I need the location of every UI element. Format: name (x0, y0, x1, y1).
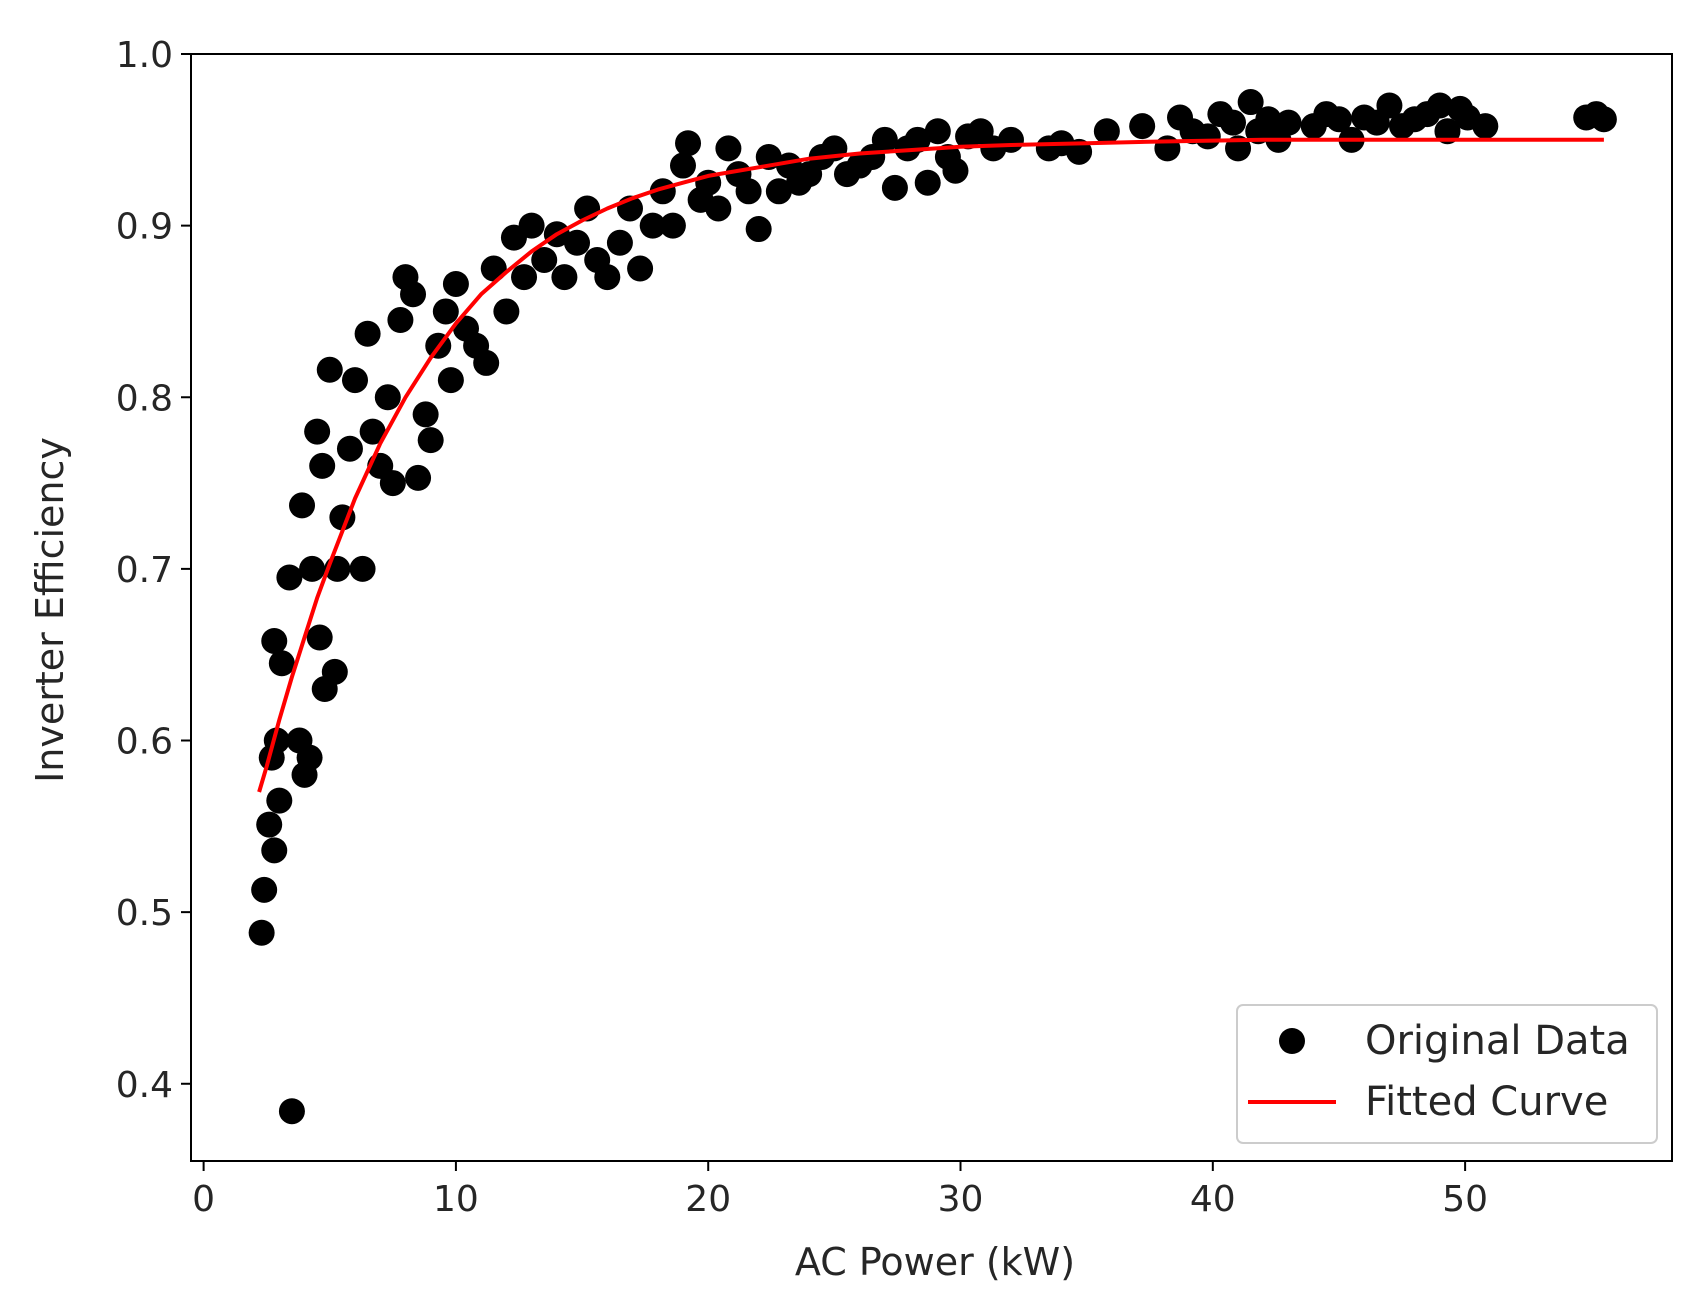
data-point (304, 418, 331, 445)
data-point (316, 356, 343, 383)
data-point (266, 787, 293, 814)
data-point (594, 264, 621, 291)
data-point (1194, 123, 1221, 150)
data-point (511, 264, 538, 291)
legend-label-original-data: Original Data (1365, 1018, 1630, 1064)
data-point (564, 229, 591, 256)
x-tick-label: 20 (685, 1179, 731, 1220)
data-point (997, 126, 1024, 153)
data-point (309, 452, 336, 479)
data-point (261, 627, 288, 654)
legend-box (1236, 1004, 1658, 1144)
x-tick-label: 0 (192, 1179, 215, 1220)
y-tick-label: 1.0 (116, 35, 173, 76)
data-point (336, 435, 363, 462)
data-point (379, 470, 406, 497)
data-point (659, 212, 686, 239)
data-point (1275, 109, 1302, 136)
data-point (296, 744, 323, 771)
data-point (256, 811, 283, 838)
data-point (531, 246, 558, 273)
data-point (251, 876, 278, 903)
data-point (1472, 113, 1499, 140)
data-point (248, 919, 275, 946)
data-point (321, 658, 348, 685)
data-point (289, 492, 316, 519)
data-point (627, 255, 654, 282)
y-axis-label: Inverter Efficiency (28, 437, 72, 783)
y-tick-label: 0.4 (116, 1065, 173, 1106)
data-point (765, 178, 792, 205)
data-point (306, 624, 333, 651)
data-point (400, 281, 427, 308)
x-axis-label: AC Power (kW) (795, 1240, 1075, 1284)
data-point (1325, 106, 1352, 133)
data-point (914, 169, 941, 196)
legend-label-fitted-curve: Fitted Curve (1365, 1079, 1608, 1125)
data-point (745, 216, 772, 243)
data-point (924, 118, 951, 145)
legend: Original Data Fitted Curve (1236, 1004, 1658, 1144)
fitted-curve-line (257, 137, 1604, 793)
data-point (493, 298, 520, 325)
data-point (675, 130, 702, 157)
data-point (299, 555, 326, 582)
data-point (1093, 118, 1120, 145)
y-axis-label-group: Inverter Efficiency (28, 437, 72, 783)
data-point (268, 650, 295, 677)
data-point (904, 126, 931, 153)
legend-marker-original-data (1279, 1028, 1305, 1054)
y-tick-label: 0.7 (116, 550, 173, 591)
data-point (1237, 89, 1264, 116)
x-tick-label: 40 (1190, 1179, 1236, 1220)
data-point (715, 135, 742, 162)
data-point (639, 212, 666, 239)
data-point (417, 427, 444, 454)
data-point (669, 152, 696, 179)
data-point (442, 270, 469, 297)
plot-data (248, 89, 1617, 1125)
data-point (412, 401, 439, 428)
x-tick-label: 10 (433, 1179, 479, 1220)
plot-frame (190, 53, 1673, 1162)
data-point (374, 384, 401, 411)
axis-ticks: 0 10 20 30 40 50 0.4 0.5 0.6 0.7 0.8 0.9 1.0 (116, 35, 1488, 1220)
data-point (405, 464, 432, 491)
data-point (735, 178, 762, 205)
data-point (1590, 106, 1617, 133)
data-point (359, 418, 386, 445)
data-point (705, 195, 732, 222)
data-point (473, 349, 500, 376)
data-point (606, 229, 633, 256)
data-point (518, 212, 545, 239)
data-point (1434, 118, 1461, 145)
data-point (261, 837, 288, 864)
data-point (278, 1098, 305, 1125)
data-point (1129, 113, 1156, 140)
data-point (437, 367, 464, 394)
y-tick-label: 0.8 (116, 378, 173, 419)
data-point (354, 320, 381, 347)
x-tick-label: 50 (1442, 1179, 1488, 1220)
y-tick-label: 0.5 (116, 893, 173, 934)
y-tick-label: 0.9 (116, 207, 173, 248)
data-point (1255, 106, 1282, 133)
data-point (1219, 109, 1246, 136)
x-tick-label: 30 (938, 1179, 984, 1220)
data-point (871, 126, 898, 153)
data-point (276, 564, 303, 591)
data-point (1426, 92, 1453, 119)
data-point (432, 298, 459, 325)
data-point (881, 174, 908, 201)
data-point (551, 264, 578, 291)
y-tick-label: 0.6 (116, 722, 173, 763)
data-point (942, 157, 969, 184)
data-point (341, 367, 368, 394)
data-point (1376, 92, 1403, 119)
data-point (387, 307, 414, 334)
data-point (349, 555, 376, 582)
